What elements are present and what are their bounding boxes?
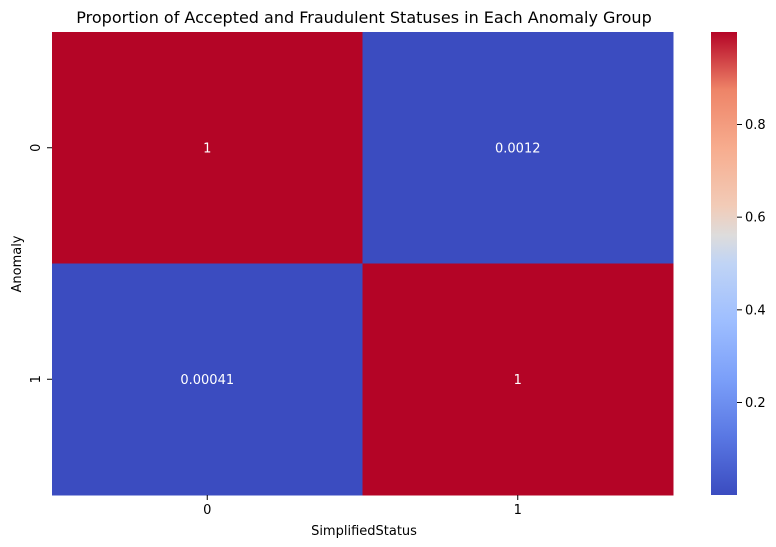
colorbar-ticks: 0.2 0.4 0.6 0.8 — [737, 118, 766, 411]
heatmap-cell — [52, 32, 363, 264]
colorbar-tick-label: 0.2 — [745, 396, 766, 411]
cell-annotation: 1 — [203, 141, 211, 156]
heatmap-cell — [52, 263, 363, 496]
x-tick-label: 1 — [514, 503, 522, 518]
x-axis-label: SimplifiedStatus — [311, 524, 417, 539]
y-axis-label: Anomaly — [10, 235, 25, 292]
y-tick-label: 0 — [29, 144, 44, 152]
colorbar-tick-label: 0.4 — [745, 303, 766, 318]
colorbar-tick-label: 0.8 — [745, 118, 766, 133]
y-axis-ticks: 01 — [29, 144, 52, 383]
cell-annotations: 1 0.0012 0.00041 1 — [180, 141, 540, 388]
colorbar — [711, 32, 737, 495]
heatmap-cell — [362, 263, 674, 496]
cell-annotation: 0.0012 — [495, 141, 541, 156]
cell-annotation: 1 — [514, 373, 522, 388]
heatmap-cell — [362, 32, 674, 264]
heatmap-cells — [52, 32, 674, 496]
x-tick-label: 0 — [203, 503, 211, 518]
y-tick-label: 1 — [29, 375, 44, 383]
chart-title: Proportion of Accepted and Fraudulent St… — [76, 8, 651, 27]
colorbar-tick-label: 0.6 — [745, 211, 766, 226]
cell-annotation: 0.00041 — [180, 373, 234, 388]
